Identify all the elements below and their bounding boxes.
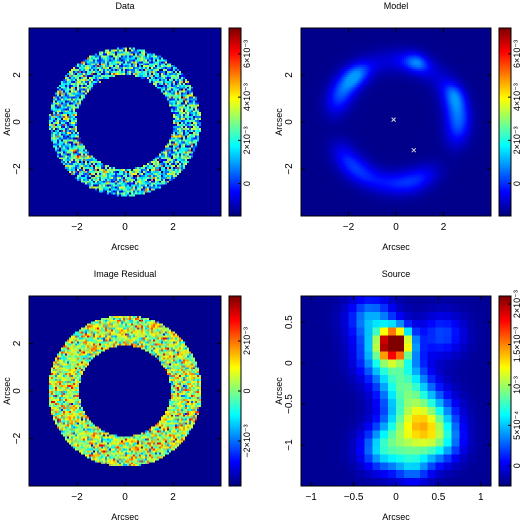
colorbar-tick-label: 2×10⁻³ xyxy=(512,290,522,318)
x-tick-label: 1 xyxy=(478,492,484,503)
y-tick-label: 2 xyxy=(12,340,23,346)
y-axis-label: Arcsec xyxy=(2,108,12,136)
x-tick-label: −2 xyxy=(71,222,83,233)
x-tick-label: −2 xyxy=(71,492,83,503)
y-tick-label: −2 xyxy=(284,163,295,175)
x-tick-label: 0 xyxy=(393,222,399,233)
colorbar-tick-label: 2×10⁻³ xyxy=(242,126,252,154)
x-axis-label: Arcsec xyxy=(111,242,139,252)
colorbar-tick-label: 10⁻³ xyxy=(512,376,522,394)
x-tick-label: 2 xyxy=(441,222,447,233)
x-tick-label: −2 xyxy=(343,222,355,233)
x-tick-label: 0 xyxy=(122,222,128,233)
marker-1 xyxy=(391,117,396,123)
x-tick-label: 0 xyxy=(122,492,128,503)
y-tick-label: 0 xyxy=(12,388,23,394)
y-axis-label: Arcsec xyxy=(274,377,284,405)
chart-title: Data xyxy=(115,1,134,11)
colorbar-tick-label: 6×10⁻³ xyxy=(242,40,252,68)
x-tick-label: 0 xyxy=(393,492,399,503)
colorbar-tick-label: 4×10⁻³ xyxy=(512,83,522,111)
y-tick-label: 2 xyxy=(12,72,23,78)
x-axis-label: Arcsec xyxy=(111,512,139,521)
chart-panel-4: Source −1 −0.5 0 0.5 1 −1 −0.5 0 0.5 Arcsec Arcsec 0… xyxy=(274,269,522,521)
colorbar-frame xyxy=(498,295,512,487)
x-tick-label: 2 xyxy=(170,492,176,503)
y-tick-label: 0.5 xyxy=(284,315,295,329)
y-tick-label: 2 xyxy=(284,72,295,78)
colorbar: 0 2×10⁻³ 4×10⁻³ 6×10⁻³ xyxy=(498,27,522,217)
x-tick-label: 2 xyxy=(170,222,176,233)
marker-2 xyxy=(411,147,417,153)
heatmap-image xyxy=(29,296,221,486)
colorbar-tick-label: 2×10⁻³ xyxy=(512,126,522,154)
x-axis-label: Arcsec xyxy=(382,242,410,252)
colorbar-gradient xyxy=(499,28,511,216)
y-tick-label: −2 xyxy=(12,163,23,175)
chart-title: Model xyxy=(384,1,409,11)
x-tick-label: −0.5 xyxy=(344,492,364,503)
x-tick-label: −1 xyxy=(305,492,317,503)
colorbar-tick-label: 0 xyxy=(512,463,522,468)
colorbar-tick-label: 0 xyxy=(512,181,522,186)
chart-title: Image Residual xyxy=(94,269,157,279)
chart-title: Source xyxy=(382,269,411,279)
colorbar-tick-label: 2×10⁻³ xyxy=(242,327,252,355)
colorbar-frame xyxy=(498,27,512,217)
y-tick-label: −2 xyxy=(12,432,23,444)
heatmap-image xyxy=(301,296,491,486)
y-tick-label: 0 xyxy=(12,119,23,125)
y-tick-label: 0 xyxy=(284,360,295,366)
y-tick-label: 0 xyxy=(284,119,295,125)
colorbar: 0 2×10⁻³ 4×10⁻³ 6×10⁻³ xyxy=(228,27,252,217)
colorbar: 0 5×10⁻⁴ 10⁻³ 1.5×10⁻³ 2×10⁻³ xyxy=(498,290,522,487)
colorbar-tick-label: 0 xyxy=(242,388,252,393)
chart-panel-3: Image Residual −2 0 2 −2 0 2 Arcsec Arcsec −2×10⁻… xyxy=(2,269,252,521)
colorbar-gradient xyxy=(229,28,241,216)
colorbar: −2×10⁻³ 0 2×10⁻³ xyxy=(228,295,252,487)
y-tick-label: −1 xyxy=(284,439,295,451)
colorbar-frame xyxy=(228,27,242,217)
colorbar-tick-label: 0 xyxy=(242,181,252,186)
y-axis-label: Arcsec xyxy=(2,377,12,405)
colorbar-tick-label: −2×10⁻³ xyxy=(242,424,252,457)
chart-panel-1: Data−2 0 2−202ArcsecArcsec02×10⁻³4×10⁻³6×1… xyxy=(2,1,252,252)
colorbar-tick-label: 5×10⁻⁴ xyxy=(512,411,522,440)
y-tick-label: −0.5 xyxy=(284,394,295,414)
colorbar-gradient xyxy=(499,296,511,486)
colorbar-tick-label: 6×10⁻³ xyxy=(512,40,522,68)
y-axis-label: Arcsec xyxy=(274,108,284,136)
heatmap-image xyxy=(29,28,221,216)
heatmap-image xyxy=(301,28,491,216)
colorbar-tick-label: 1.5×10⁻³ xyxy=(512,327,522,363)
colorbar-tick-label: 4×10⁻³ xyxy=(242,83,252,111)
x-tick-label: 0.5 xyxy=(431,492,445,503)
chart-panel-2: Model−2 0 2−202ArcsecArcsec02×10⁻³4×10⁻³6×… xyxy=(274,1,522,252)
x-axis-label: Arcsec xyxy=(382,512,410,521)
colorbar-gradient xyxy=(229,296,241,486)
